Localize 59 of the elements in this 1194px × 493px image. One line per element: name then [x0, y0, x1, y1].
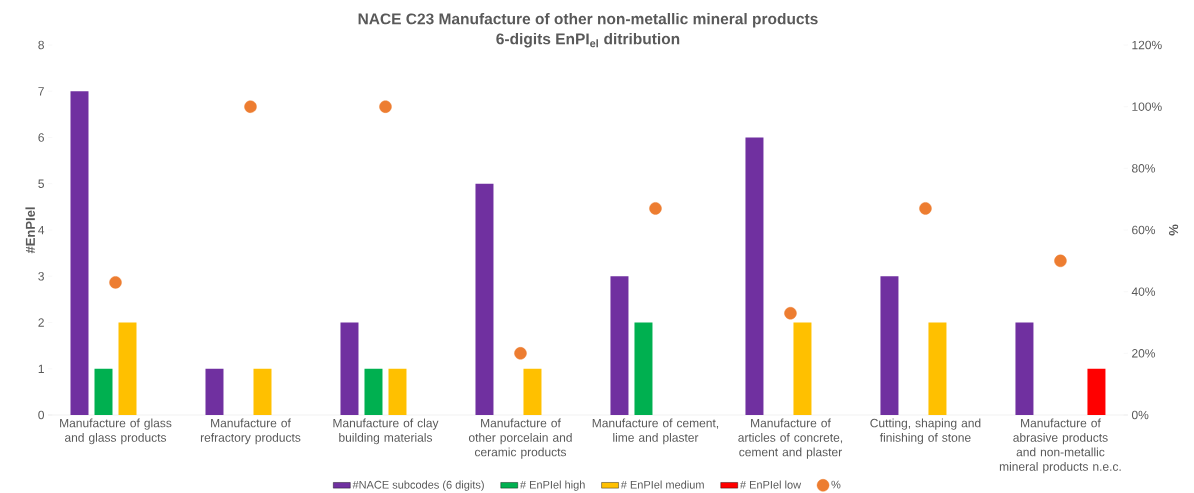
- bar: [253, 368, 272, 415]
- x-tick-label: Manufacture of glass and glass products: [60, 418, 172, 445]
- y-axis-title: #EnPIel: [25, 207, 35, 254]
- x-tick-label: Manufacture of clay building materials: [333, 418, 439, 445]
- x-tick-label: Cutting, shaping and finishing of stone: [870, 418, 981, 445]
- bar: [610, 276, 629, 415]
- bar: [340, 322, 359, 415]
- bar: [1087, 368, 1106, 415]
- bar: [745, 137, 764, 415]
- x-tick-label: Manufacture of other porcelain and ceramic products: [468, 418, 572, 459]
- point: [919, 202, 932, 215]
- legend-label: # EnPIel medium: [620, 480, 704, 489]
- y2-tick-label: 100%: [1132, 102, 1162, 111]
- legend-label: # EnPIel low: [739, 480, 802, 489]
- point: [244, 100, 257, 113]
- point: [379, 100, 392, 113]
- legend-label: # EnPIel high: [520, 480, 585, 491]
- bar: [1015, 322, 1034, 415]
- bar: [364, 368, 383, 415]
- point: [784, 307, 797, 320]
- y2-tick-label: 40%: [1131, 287, 1156, 296]
- y-tick-label: 7: [38, 87, 44, 96]
- chart-subtitle: 6-digits EnPI$_{el}$ ditribution: [496, 32, 680, 48]
- y-tick-label: 2: [38, 318, 44, 327]
- chart-title: NACE C23 Manufacture of other non-metallic mineral products: [358, 12, 818, 28]
- y2-tick-label: 80%: [1131, 164, 1156, 173]
- y-tick-label: 8: [38, 40, 44, 50]
- bar: [118, 322, 137, 415]
- y-tick-label: 5: [38, 179, 44, 188]
- bar: [793, 322, 812, 415]
- x-tick-label: Manufacture of refractory products: [200, 418, 301, 445]
- bar: [523, 368, 542, 415]
- bar: [205, 368, 224, 415]
- point: [1054, 254, 1067, 268]
- y2-tick-label: 120%: [1132, 40, 1162, 50]
- bar: [880, 276, 899, 415]
- x-tick-label: Manufacture of articles of concrete, cement and plaster: [738, 418, 843, 459]
- y-tick-label: 1: [38, 364, 44, 373]
- y2-tick-label: 60%: [1132, 225, 1156, 235]
- legend-label: %: [831, 480, 841, 489]
- y2-axis-title: %: [1168, 224, 1179, 236]
- bar: [928, 322, 947, 415]
- y-tick-label: 0: [38, 410, 45, 420]
- point: [514, 347, 527, 360]
- bar: [94, 368, 113, 415]
- y2-tick-label: 0%: [1131, 410, 1149, 420]
- bar: [634, 322, 653, 415]
- point: [109, 276, 122, 289]
- y-tick-label: 6: [38, 133, 44, 142]
- bar: [388, 368, 407, 415]
- x-tick-label: Manufacture of cement, lime and plaster: [592, 418, 719, 445]
- y2-tick-label: 20%: [1132, 349, 1156, 358]
- bar: [70, 91, 89, 415]
- x-tick-label: Manufacture of abrasive products and non-metallic mineral products n.e.c.: [999, 418, 1121, 474]
- legend-label: #NACE subcodes (6 digits): [352, 480, 484, 491]
- bar: [475, 183, 494, 415]
- y-tick-label: 4: [38, 225, 45, 235]
- point: [649, 202, 662, 215]
- y-tick-label: 3: [38, 272, 44, 281]
